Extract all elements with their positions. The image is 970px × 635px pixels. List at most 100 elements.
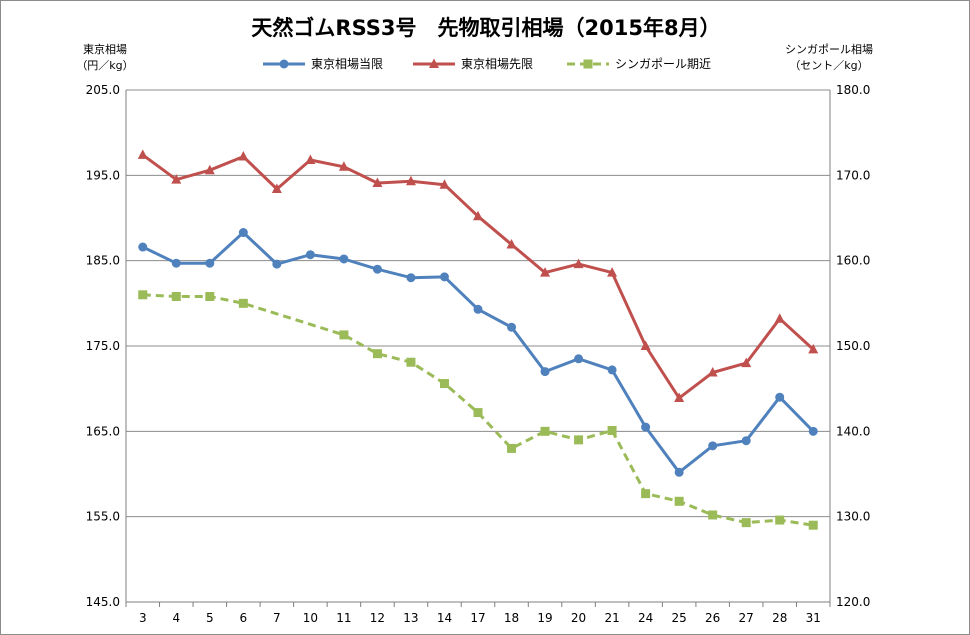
y-right-tick-label: 140.0 bbox=[836, 424, 870, 438]
x-tick-label: 21 bbox=[604, 611, 619, 625]
data-point bbox=[406, 357, 416, 367]
grid bbox=[126, 89, 830, 603]
legend: 東京相場当限 東京相場先限 シンガポール期近 bbox=[263, 57, 711, 71]
x-tick-label: 14 bbox=[437, 611, 452, 625]
data-point bbox=[574, 354, 584, 364]
y-right-tick-label: 160.0 bbox=[836, 254, 870, 268]
y-right-tick-label: 180.0 bbox=[836, 83, 870, 97]
y-left-tick-label: 205.0 bbox=[86, 83, 120, 97]
data-point bbox=[238, 228, 248, 238]
x-tick-label: 12 bbox=[370, 611, 385, 625]
data-point bbox=[204, 164, 215, 175]
data-point bbox=[507, 443, 517, 453]
data-point bbox=[338, 161, 349, 171]
data-point bbox=[540, 367, 550, 377]
data-point bbox=[573, 258, 584, 269]
left-axis-label-line2: （円／kg） bbox=[76, 59, 133, 72]
data-point bbox=[607, 267, 618, 277]
x-tick-label: 24 bbox=[638, 611, 653, 625]
x-tick-label: 13 bbox=[403, 611, 418, 625]
data-point bbox=[741, 357, 752, 368]
data-point bbox=[305, 154, 316, 164]
legend-label: 東京相場当限 bbox=[311, 57, 383, 71]
data-point bbox=[406, 273, 416, 283]
x-tick-label: 7 bbox=[273, 611, 281, 625]
x-tick-label: 20 bbox=[571, 611, 586, 625]
x-tick-label: 18 bbox=[504, 611, 519, 625]
y-left-tick-label: 155.0 bbox=[86, 510, 120, 524]
data-point bbox=[171, 258, 181, 268]
x-tick-label: 10 bbox=[303, 611, 318, 625]
x-tick-label: 6 bbox=[240, 611, 248, 625]
data-point bbox=[640, 340, 651, 350]
data-point bbox=[271, 183, 282, 193]
data-point bbox=[339, 254, 349, 264]
data-point bbox=[137, 149, 148, 159]
chart-title: 天然ゴムRSS3号 先物取引相場（2015年8月） bbox=[251, 16, 720, 40]
data-point bbox=[507, 322, 517, 332]
data-point bbox=[372, 177, 383, 188]
series-3 bbox=[138, 290, 818, 530]
data-point bbox=[372, 264, 382, 274]
data-point bbox=[238, 298, 248, 308]
y-left-tick-label: 175.0 bbox=[86, 339, 120, 353]
legend-item-2: 東京相場先限 bbox=[413, 57, 533, 71]
series-2 bbox=[137, 149, 819, 403]
data-point bbox=[674, 467, 684, 477]
legend-swatch-marker bbox=[429, 58, 439, 68]
data-point bbox=[272, 259, 282, 269]
x-tick-label: 5 bbox=[206, 611, 214, 625]
data-point bbox=[540, 267, 551, 277]
data-point bbox=[171, 174, 182, 184]
data-point bbox=[774, 313, 785, 323]
x-tick-label: 27 bbox=[739, 611, 754, 625]
data-point bbox=[808, 426, 818, 436]
x-tick-label: 26 bbox=[705, 611, 720, 625]
data-point bbox=[305, 250, 315, 260]
data-point bbox=[741, 436, 751, 446]
data-point bbox=[808, 520, 818, 530]
data-point bbox=[574, 435, 584, 445]
y-left-tick-label: 185.0 bbox=[86, 254, 120, 268]
y-left-tick-label: 195.0 bbox=[86, 168, 120, 182]
data-point bbox=[674, 392, 685, 403]
y-left-tick-label: 145.0 bbox=[86, 595, 120, 609]
series-line bbox=[141, 153, 815, 400]
data-point bbox=[339, 330, 349, 340]
data-point bbox=[641, 422, 651, 432]
right-axis-label-line1: シンガポール相場 bbox=[785, 43, 873, 56]
x-tick-label: 19 bbox=[537, 611, 552, 625]
data-point bbox=[238, 151, 249, 161]
series-1 bbox=[138, 228, 818, 477]
y-left-tick-label: 165.0 bbox=[86, 424, 120, 438]
data-point bbox=[372, 349, 382, 359]
legend-item-3: シンガポール期近 bbox=[567, 57, 711, 71]
right-axis-label-line2: （セント／kg） bbox=[789, 59, 868, 72]
legend-swatch-marker bbox=[279, 59, 289, 69]
data-point bbox=[540, 426, 550, 436]
data-point bbox=[741, 518, 751, 528]
data-point bbox=[674, 496, 684, 506]
data-point bbox=[808, 343, 819, 354]
y-right-tick-label: 130.0 bbox=[836, 510, 870, 524]
data-point bbox=[439, 272, 449, 282]
data-point bbox=[439, 379, 449, 389]
left-axis-label-line1: 東京相場 bbox=[83, 42, 127, 56]
data-point bbox=[473, 304, 483, 314]
data-point bbox=[708, 510, 718, 520]
x-tick-label: 25 bbox=[672, 611, 687, 625]
x-tick-label: 31 bbox=[806, 611, 821, 625]
legend-label: 東京相場先限 bbox=[461, 57, 533, 71]
legend-label: シンガポール期近 bbox=[615, 57, 711, 71]
data-point bbox=[439, 179, 450, 189]
x-tick-label: 28 bbox=[772, 611, 787, 625]
data-point bbox=[506, 238, 517, 249]
series-line bbox=[142, 231, 815, 474]
y-right-tick-label: 120.0 bbox=[836, 595, 870, 609]
axes: 145.0 120.0 155.0 130.0 165.0 140.0 175.0 150.0… bbox=[86, 83, 871, 625]
data-point bbox=[405, 175, 416, 186]
data-point bbox=[171, 292, 181, 302]
series bbox=[137, 149, 819, 530]
